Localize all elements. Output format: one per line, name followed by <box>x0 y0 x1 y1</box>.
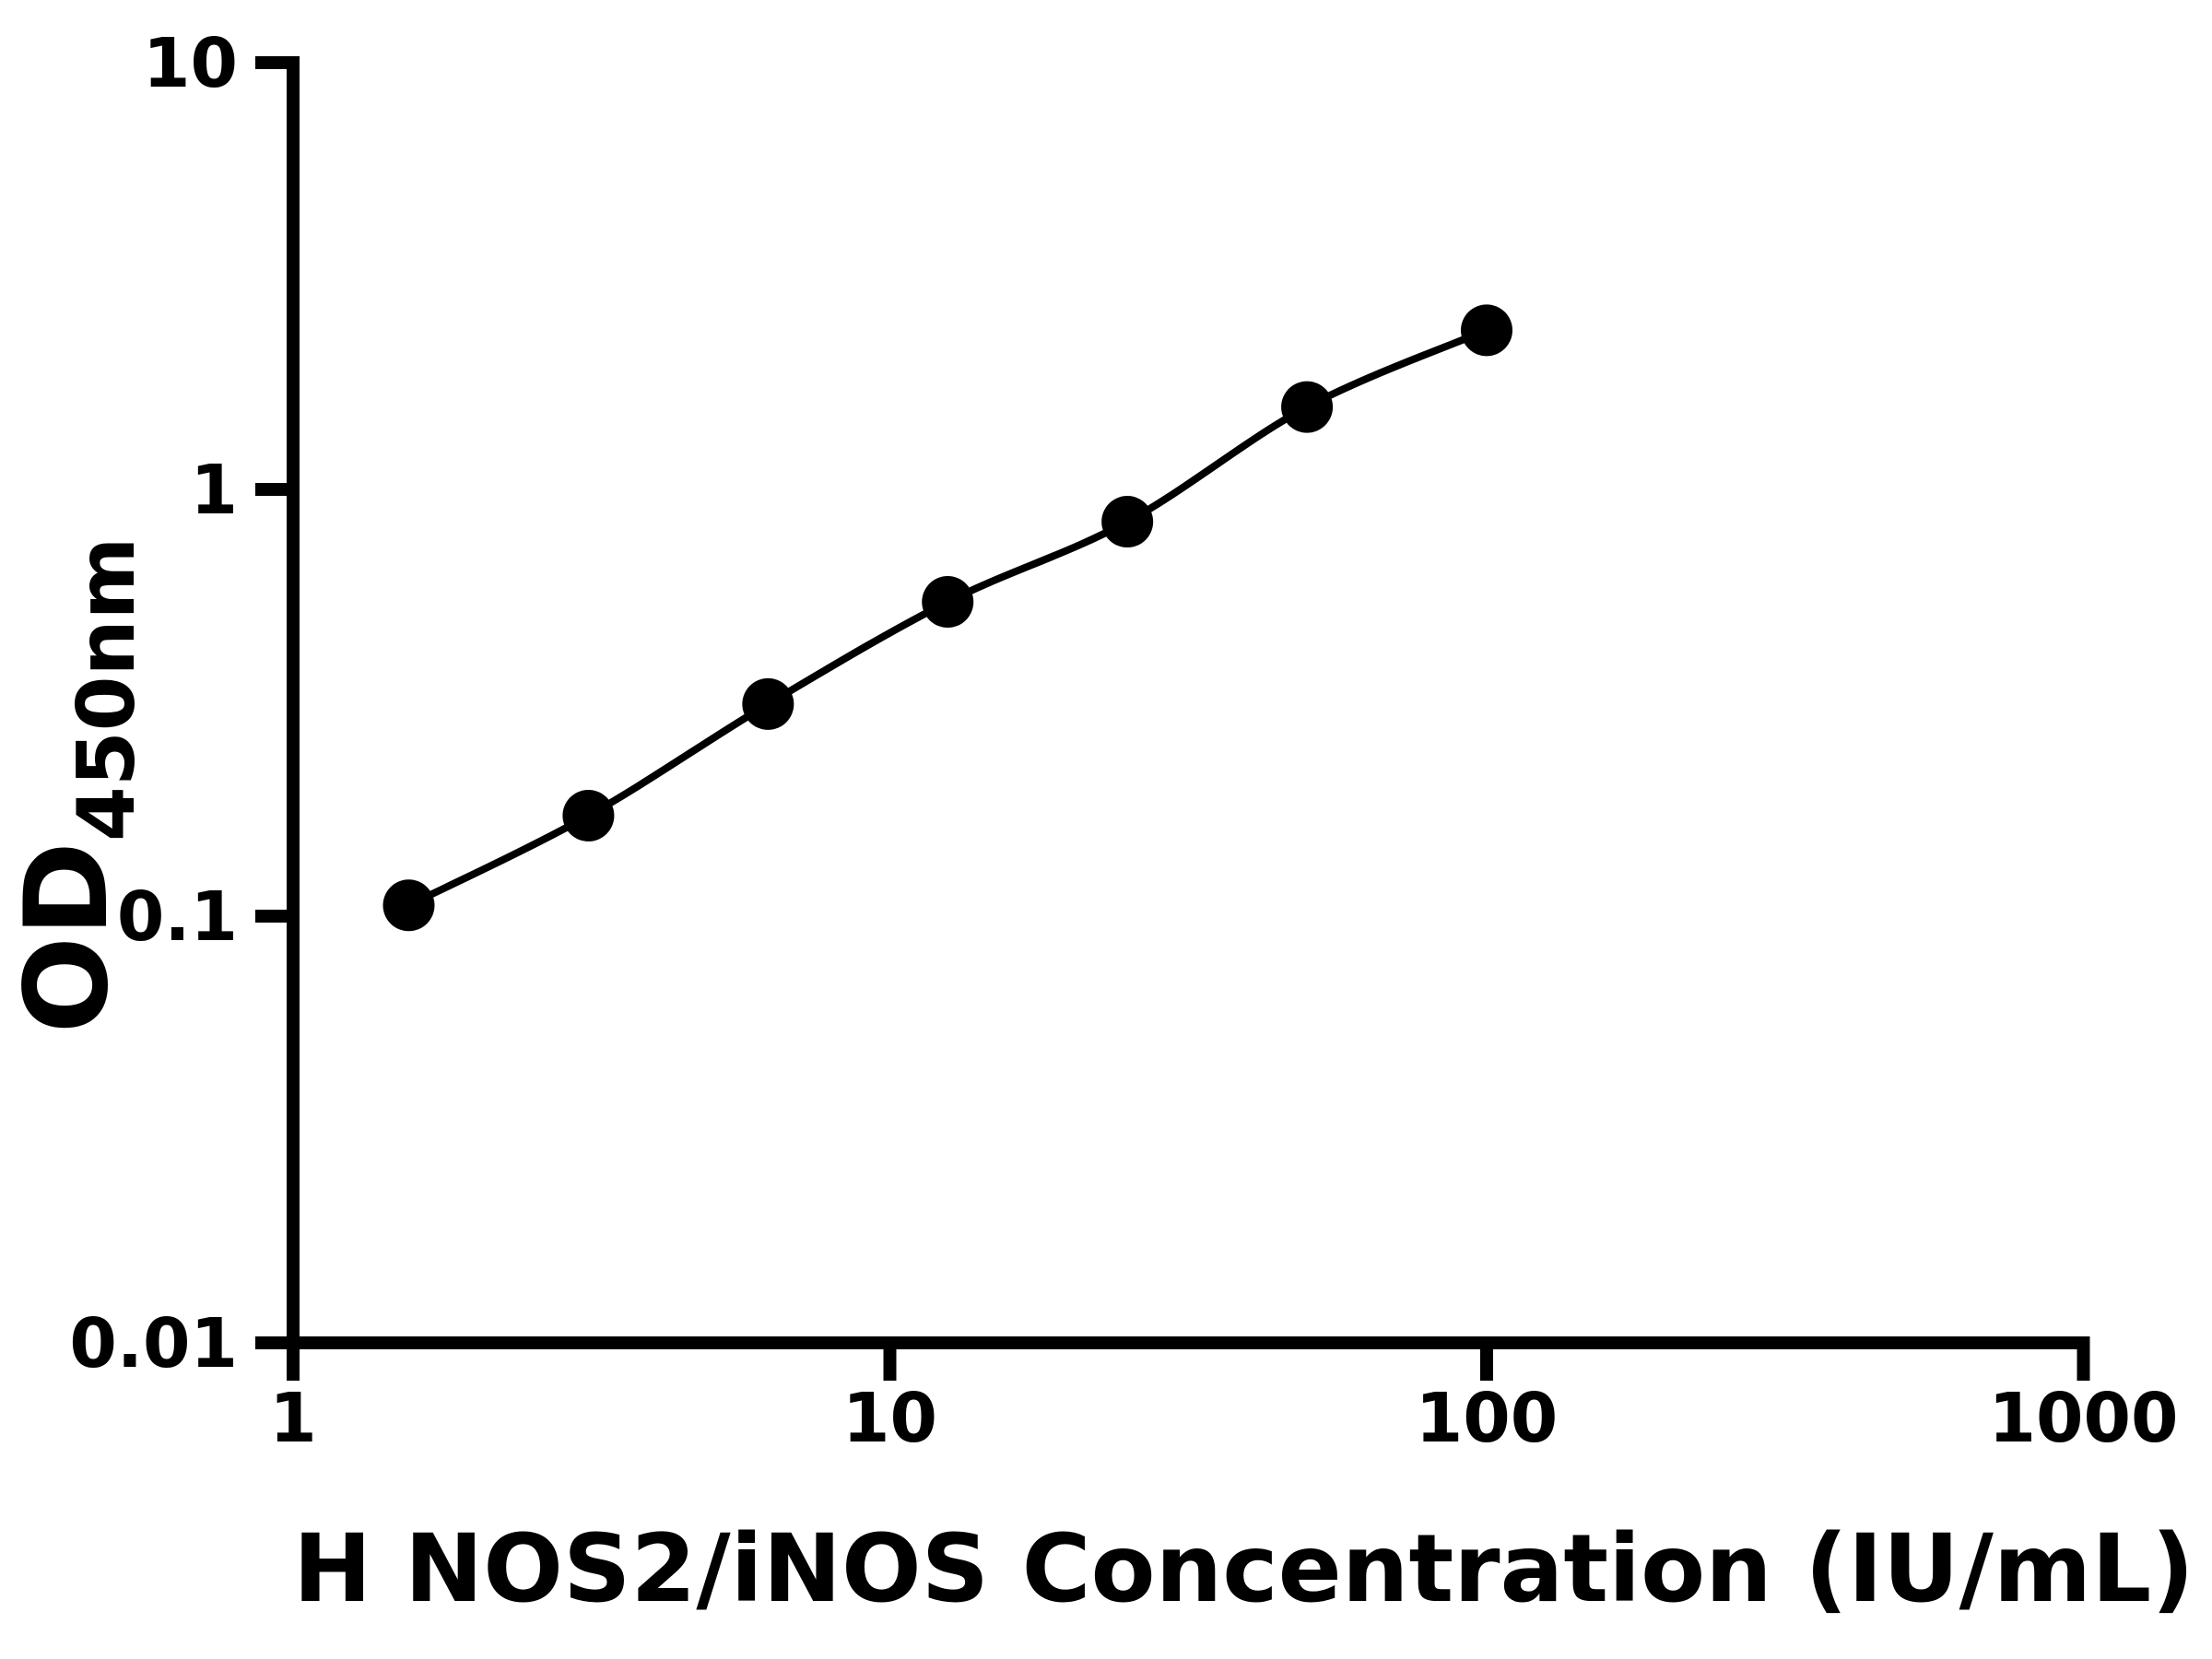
y-tick-label: 0.1 <box>117 877 238 957</box>
data-point-marker <box>1281 381 1334 433</box>
y-tick <box>255 910 287 923</box>
y-axis-line <box>287 56 300 1349</box>
x-tick-label: 10 <box>842 1379 937 1458</box>
data-point-marker <box>1461 304 1512 357</box>
y-tick <box>255 1336 287 1349</box>
data-point-marker <box>562 789 615 841</box>
x-tick <box>287 1349 300 1381</box>
x-tick-label: 100 <box>1416 1379 1558 1458</box>
x-tick <box>2077 1349 2090 1381</box>
data-point-marker <box>1101 496 1154 548</box>
x-tick <box>883 1349 897 1381</box>
x-axis-line <box>287 1336 2090 1349</box>
y-tick <box>255 56 287 69</box>
data-point-marker <box>922 576 974 629</box>
x-tick-label: 1000 <box>1989 1379 2179 1458</box>
y-axis-title: OD450nm <box>1 537 153 1034</box>
y-tick <box>255 483 287 496</box>
y-axis-title-subscript: 450nm <box>61 536 153 842</box>
x-tick-label: 1 <box>269 1379 317 1458</box>
data-point-marker <box>382 879 435 932</box>
data-point-marker <box>742 677 794 730</box>
y-tick-label: 10 <box>143 24 238 103</box>
x-tick <box>1480 1349 1493 1381</box>
x-axis-title: H NOS2/iNOS Concentration (IU/mL) <box>293 1514 2194 1624</box>
y-axis-title-main: OD <box>1 841 134 1034</box>
y-tick-label: 0.01 <box>69 1304 238 1383</box>
y-tick-label: 1 <box>191 451 239 530</box>
